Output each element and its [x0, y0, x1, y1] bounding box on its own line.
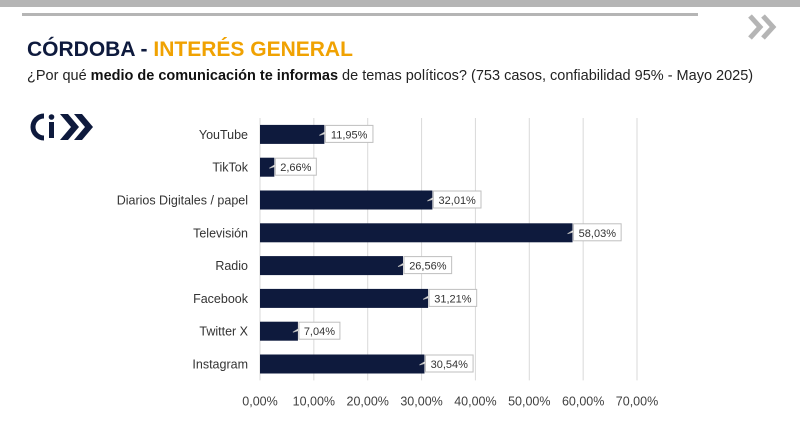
x-tick-label: 0,00% — [242, 394, 277, 408]
value-label-box — [432, 190, 482, 209]
x-tick-label: 70,00% — [616, 394, 658, 408]
value-label-box — [403, 256, 453, 275]
category-label: Diarios Digitales / papel — [117, 194, 248, 208]
value-label: 26,56% — [409, 261, 447, 273]
chart-question: ¿Por qué medio de comunicación te inform… — [27, 66, 767, 86]
x-tick-label: 10,00% — [293, 394, 335, 408]
value-label-box — [573, 223, 622, 242]
top-decor-bar — [0, 0, 800, 7]
value-label: 2,66% — [280, 162, 311, 174]
bar-chart: 0,00% 10,00% 20,00% 30,00% 40,00% 50,00% 60,00… — [117, 118, 658, 408]
bar — [260, 256, 404, 276]
header-rule — [22, 13, 698, 16]
page-title: CÓRDOBA - INTERÉS GENERAL — [27, 38, 353, 62]
bar — [260, 354, 425, 374]
subtitle-bold: medio de comunicación te informas — [90, 68, 339, 84]
ci-logo-icon — [30, 113, 93, 141]
category-label: Radio — [215, 259, 248, 273]
x-tick-label: 40,00% — [454, 394, 496, 408]
category-label: Twitter X — [199, 325, 248, 339]
value-label: 30,54% — [431, 359, 469, 371]
value-label-box — [274, 157, 317, 176]
value-label-box — [298, 321, 341, 340]
bar — [260, 157, 275, 177]
subtitle-post: de temas políticos? (753 casos, confiabi… — [338, 68, 754, 84]
x-tick-label: 30,00% — [400, 394, 442, 408]
subtitle-pre: ¿Por qué — [27, 68, 91, 84]
category-label: Facebook — [193, 292, 249, 306]
category-label: YouTube — [199, 128, 248, 142]
bar — [260, 190, 433, 210]
bar — [260, 321, 298, 341]
bar — [260, 124, 325, 144]
value-label-box — [428, 288, 478, 307]
value-label: 11,95% — [331, 129, 368, 141]
title-main: CÓRDOBA - — [27, 38, 154, 61]
value-label: 58,03% — [579, 228, 617, 240]
x-tick-label: 50,00% — [508, 394, 550, 408]
bar — [260, 288, 429, 308]
x-tick-label: 60,00% — [562, 394, 604, 408]
value-label-box — [324, 124, 374, 143]
value-label: 7,04% — [304, 326, 335, 338]
category-label: TikTok — [212, 161, 248, 175]
title-accent: INTERÉS GENERAL — [153, 38, 353, 61]
value-label: 31,21% — [434, 293, 472, 305]
double-chevron-right-icon[interactable] — [746, 12, 780, 42]
bar — [260, 223, 573, 243]
x-tick-label: 20,00% — [347, 394, 389, 408]
value-label-box — [424, 354, 474, 373]
category-label: Instagram — [192, 358, 248, 372]
category-label: Televisión — [193, 226, 248, 240]
value-label: 32,01% — [439, 195, 477, 207]
